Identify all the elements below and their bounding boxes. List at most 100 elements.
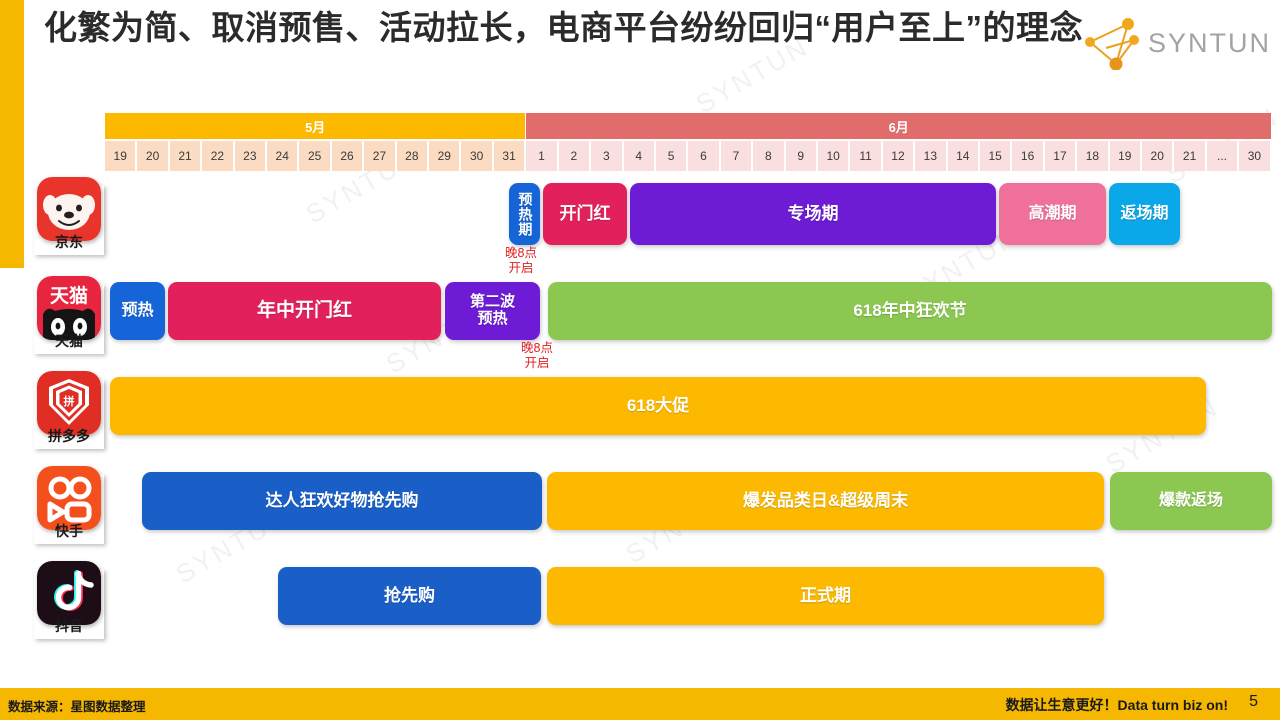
timeline-row-kuaishou: 快手 达人狂欢好物抢先购 爆发品类日&超级周末 爆款返场 <box>0 460 1280 552</box>
platform-name-tmall: 天猫 <box>55 333 83 349</box>
timeline-bar-label: 预热 <box>121 302 154 320</box>
kuaishou-camera-icon <box>37 466 101 530</box>
timeline-row-pdd: 拼拼多多 618大促 <box>0 365 1280 457</box>
day-cell: 17 <box>1044 141 1078 171</box>
day-cell: 20 <box>137 141 170 171</box>
timeline-bar-label: 开门红 <box>559 204 611 224</box>
day-cell: 8 <box>753 141 786 171</box>
day-cell: 26 <box>331 141 365 171</box>
timeline-note-line: 晚8点 <box>505 246 537 260</box>
day-cell: 29 <box>429 141 462 171</box>
day-cell: 1 <box>526 141 559 171</box>
day-cell: 19 <box>105 141 138 171</box>
day-cell: 13 <box>915 141 948 171</box>
logo-wordmark: SYNTUN <box>1148 28 1272 58</box>
svg-text:天猫: 天猫 <box>50 284 88 307</box>
month-row: 5月 6月 <box>105 113 1272 139</box>
timeline-bar-label: 预热 <box>477 309 508 327</box>
day-cell: 3 <box>591 141 624 171</box>
footer-slogan: 数据让生意更好！Data turn biz on! <box>1005 697 1228 713</box>
syntun-logo: SYNTUN <box>1076 14 1269 76</box>
timeline-bar[interactable]: 年中开门红 <box>168 282 441 340</box>
day-cell: 18 <box>1077 141 1110 171</box>
day-cell: 6 <box>688 141 721 171</box>
syntun-node-graph-icon <box>1085 18 1139 70</box>
month-label-june: 6月 <box>526 113 1272 139</box>
day-cell: 15 <box>979 141 1013 171</box>
timeline-bar[interactable]: 专场期 <box>630 183 996 245</box>
day-cell: 10 <box>817 141 851 171</box>
tmall-cat-icon: 天猫 <box>37 276 101 340</box>
timeline-bar[interactable]: 开门红 <box>543 183 627 245</box>
timeline-bar[interactable]: 618大促 <box>110 377 1206 435</box>
day-cell: 9 <box>785 141 818 171</box>
timeline-bar[interactable]: 预热期 <box>509 183 540 245</box>
calendar-header: 5月 6月 19 20 21 22 23 24 25 26 27 28 29 30 31 1 2 3 4 5 6 7 8 9… <box>105 113 1272 171</box>
page-title: 化繁为简、取消预售、活动拉长，电商平台纷纷回归“用户至上”的理念 <box>44 9 1083 46</box>
platform-logo-kuaishou[interactable]: 快手 <box>34 466 104 544</box>
timeline-bar[interactable]: 第二波 预热 <box>445 282 540 340</box>
pdd-heart-icon: 拼 <box>37 371 101 435</box>
timeline-note: 晚8点 开启 <box>521 341 553 372</box>
platform-logo-jd[interactable]: 京东 <box>34 177 104 255</box>
data-source-label: 数据来源：星图数据整理 <box>8 700 146 714</box>
day-cell: 30 <box>461 141 494 171</box>
day-cell: 12 <box>882 141 916 171</box>
day-cell: 4 <box>623 141 656 171</box>
day-cell: 7 <box>720 141 754 171</box>
platform-logo-douyin[interactable]: 抖音 <box>34 561 104 639</box>
timeline-bar-label: 正式期 <box>800 586 851 606</box>
day-cell: 5 <box>655 141 689 171</box>
timeline-bar-label: 高潮期 <box>1028 205 1077 223</box>
timeline-bar-label: 爆发品类日&超级周末 <box>742 491 909 511</box>
day-cell: ... <box>1206 141 1240 171</box>
day-cell: 27 <box>364 141 397 171</box>
month-label-may: 5月 <box>105 113 527 139</box>
page-number: 5 <box>1249 693 1258 710</box>
day-cell: 31 <box>493 141 527 171</box>
timeline-bar[interactable]: 预热 <box>110 282 165 340</box>
timeline-bar-label: 618年中狂欢节 <box>853 301 967 321</box>
day-cell: 11 <box>850 141 883 171</box>
day-cell: 28 <box>396 141 430 171</box>
platform-name-pdd: 拼多多 <box>48 428 90 444</box>
timeline-bar[interactable]: 爆款返场 <box>1110 472 1272 530</box>
platform-name-kuaishou: 快手 <box>55 523 83 539</box>
platform-logo-pdd[interactable]: 拼拼多多 <box>34 371 104 449</box>
timeline-bar[interactable]: 返场期 <box>1109 183 1180 245</box>
timeline-bar[interactable]: 618年中狂欢节 <box>548 282 1272 340</box>
timeline-rows: 京东 预热期 开门红 专场期 高潮期 返场期 天猫 天猫 预热 年中开门红 第二波 预热 618年中狂欢… <box>0 175 1280 675</box>
day-cell: 22 <box>202 141 235 171</box>
timeline-bar[interactable]: 正式期 <box>547 567 1104 625</box>
jd-dog-icon <box>37 177 101 241</box>
day-cell: 23 <box>234 141 268 171</box>
day-cell: 25 <box>299 141 332 171</box>
platform-name-douyin: 抖音 <box>55 618 83 634</box>
day-cell: 30 <box>1239 141 1272 171</box>
timeline-bar-label: 达人狂欢好物抢先购 <box>265 491 419 511</box>
timeline-bar-label: 抢先购 <box>384 586 435 606</box>
timeline-bar[interactable]: 爆发品类日&超级周末 <box>547 472 1104 530</box>
day-cell: 19 <box>1109 141 1142 171</box>
timeline-bar-label: 年中开门红 <box>256 300 352 322</box>
timeline-row-tmall: 天猫 天猫 预热 年中开门红 第二波 预热 618年中狂欢节 <box>0 270 1280 362</box>
douyin-note-icon <box>37 561 101 625</box>
platform-logo-tmall[interactable]: 天猫 天猫 <box>34 276 104 354</box>
timeline-note-line: 开启 <box>524 356 550 371</box>
day-cell: 2 <box>558 141 592 171</box>
timeline-row-douyin: 抖音 抢先购 正式期 <box>0 555 1280 647</box>
day-row: 19 20 21 22 23 24 25 26 27 28 29 30 31 1 2 3 4 5 6 7 8 9 10 11 1… <box>105 141 1272 171</box>
timeline-bar-label: 专场期 <box>787 204 839 224</box>
timeline-row-jd: 京东 预热期 开门红 专场期 高潮期 返场期 <box>0 175 1280 267</box>
timeline-bar[interactable]: 高潮期 <box>999 183 1106 245</box>
left-accent-bar <box>0 0 24 268</box>
page-footer: 数据来源：星图数据整理 数据让生意更好！Data turn biz on! 5 <box>0 688 1280 720</box>
timeline-bar-label: 返场期 <box>1120 205 1169 223</box>
timeline-note-line: 开启 <box>508 261 534 276</box>
timeline-bar[interactable]: 抢先购 <box>278 567 541 625</box>
page-header: 化繁为简、取消预售、活动拉长，电商平台纷纷回归“用户至上”的理念 SYNTUN <box>0 0 1280 100</box>
timeline-bar[interactable]: 达人狂欢好物抢先购 <box>142 472 542 530</box>
platform-name-jd: 京东 <box>55 234 83 250</box>
day-cell: 14 <box>947 141 980 171</box>
footer-divider <box>0 684 1280 688</box>
